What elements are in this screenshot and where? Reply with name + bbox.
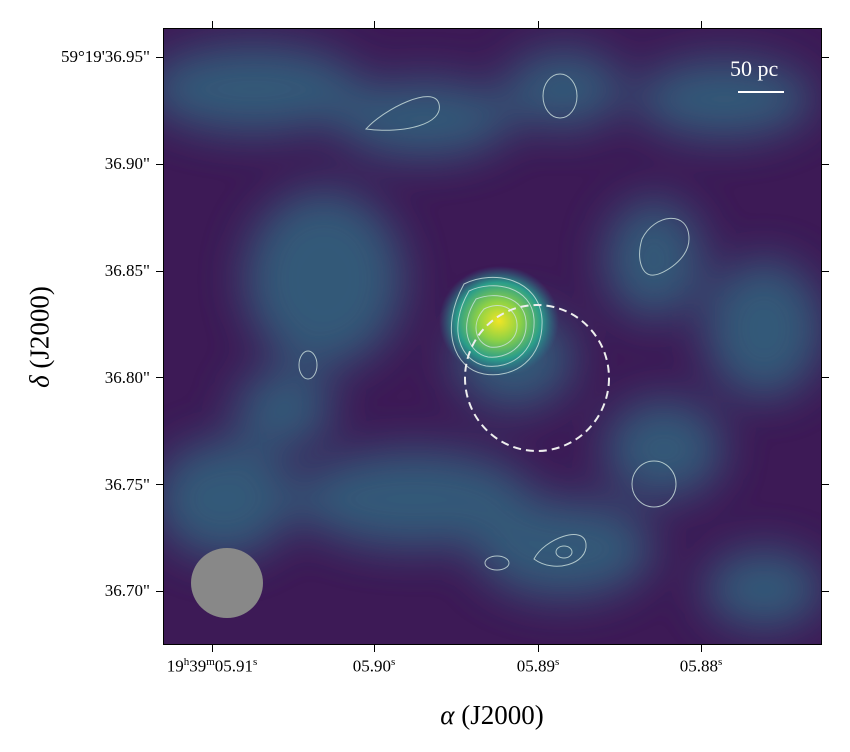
dashed-circle [464,304,610,452]
y-tick-label: 59°19'36.95" [60,47,150,66]
x-tick-label: 05.89s [516,656,560,676]
x-tick-label: 19h39m05.91s [166,656,258,676]
image-plot [163,28,822,645]
y-tick-label: 36.85" [104,261,150,280]
axis-tick [374,645,375,652]
axis-tick [212,21,213,28]
axis-tick [156,163,163,165]
peak-emission [439,266,559,376]
axis-tick [538,645,539,652]
axis-tick [701,645,702,652]
y-tick-label: 36.75" [104,475,150,494]
x-tick-label: 05.88s [679,656,723,676]
axis-tick [822,591,829,592]
axis-tick [822,270,829,272]
scalebar [738,91,784,93]
axis-tick [822,163,829,165]
axis-tick [156,270,163,272]
axis-tick [212,645,213,652]
axis-tick [701,21,702,28]
x-axis-label: α (J2000) [440,700,544,730]
scalebar-label: 50 pc [730,56,779,81]
y-axis-label: δ (J2000) [24,286,55,388]
contours [298,73,690,571]
axis-tick [822,484,829,486]
x-tick-label: 05.90s [352,656,396,676]
y-tick-label: 36.90" [104,154,150,173]
axis-tick [538,21,539,28]
axis-tick [156,484,163,486]
axis-tick [822,57,829,58]
axis-tick [822,377,829,379]
axis-tick [156,377,163,379]
intensity-map [164,44,821,629]
y-tick-label: 36.80" [104,368,150,387]
axis-tick [374,21,375,28]
y-tick-label: 36.70" [104,581,150,600]
axis-tick [156,57,163,58]
beam-ellipse [191,548,263,618]
axis-tick [156,591,163,592]
